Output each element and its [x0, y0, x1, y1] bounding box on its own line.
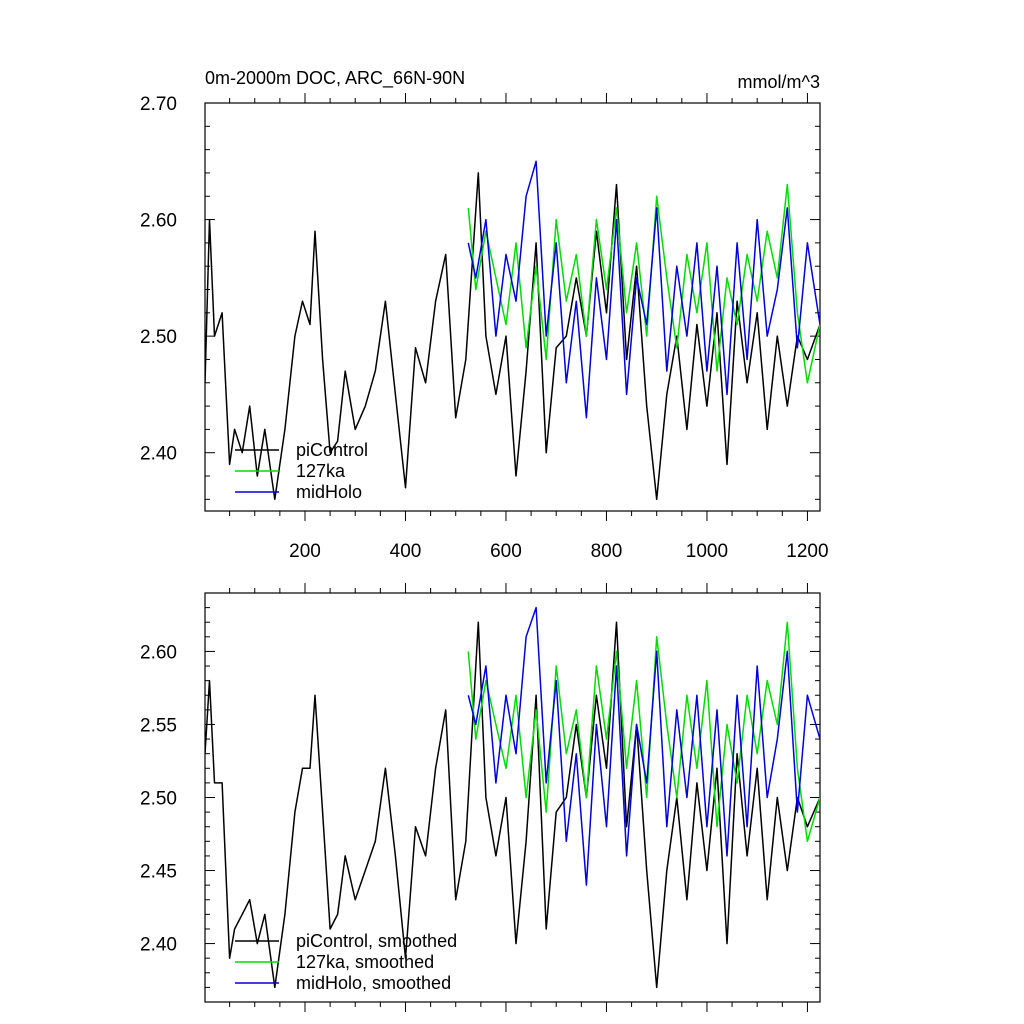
bottom-plot-area: 2.40 2.45 2.50 2.55 2.60 piControl, smoothed1…	[140, 583, 821, 1012]
x-tick-label: 1000	[686, 541, 728, 562]
top-panel: 0m-2000m DOC, ARC_66N-90N mmol/m^3 2.402…	[140, 68, 829, 562]
series-group	[205, 606, 820, 989]
series-group	[205, 160, 820, 501]
legend-label: midHolo	[296, 482, 362, 502]
legend-label: piControl	[296, 440, 368, 460]
y-tick-label: 2.60	[140, 211, 177, 232]
legend-label: piControl, smoothed	[296, 931, 457, 951]
y-tick-label: 2.45	[140, 862, 177, 883]
y-tick-label: 2.40	[140, 444, 177, 465]
top-panel-title: 0m-2000m DOC, ARC_66N-90N	[205, 68, 465, 89]
legend-label: 127ka, smoothed	[296, 952, 434, 972]
legend-label: 127ka	[296, 461, 346, 481]
x-tick-label: 600	[490, 541, 522, 562]
y-tick-label: 2.55	[140, 715, 177, 736]
series-line-127ka	[467, 183, 820, 384]
y-tick-label: 2.50	[140, 327, 177, 348]
y-tick-label: 2.60	[140, 642, 177, 663]
top-panel-units: mmol/m^3	[738, 72, 820, 92]
y-tick-label: 2.40	[140, 935, 177, 956]
series-line-picontrol	[205, 172, 820, 501]
series-line-midholo-smoothed	[467, 606, 820, 886]
legend-label: midHolo, smoothed	[296, 973, 451, 993]
x-tick-label: 400	[390, 541, 422, 562]
bottom-panel: 2.40 2.45 2.50 2.55 2.60 piControl, smoothed1…	[140, 583, 821, 1012]
x-tick-label: 1200	[786, 541, 828, 562]
series-line-midholo	[467, 160, 820, 419]
series-line-127ka-smoothed	[467, 621, 820, 843]
x-tick-label: 200	[289, 541, 321, 562]
y-tick-label: 2.50	[140, 789, 177, 810]
plot-frame	[204, 102, 821, 512]
y-tick-label: 2.70	[140, 94, 177, 115]
series-line-picontrol-smoothed	[205, 621, 820, 989]
top-plot-area: 2.40 2.50 2.60 2.70 200 400 600 800 1000 1200 piCo…	[140, 93, 829, 562]
x-tick-label: 800	[591, 541, 623, 562]
